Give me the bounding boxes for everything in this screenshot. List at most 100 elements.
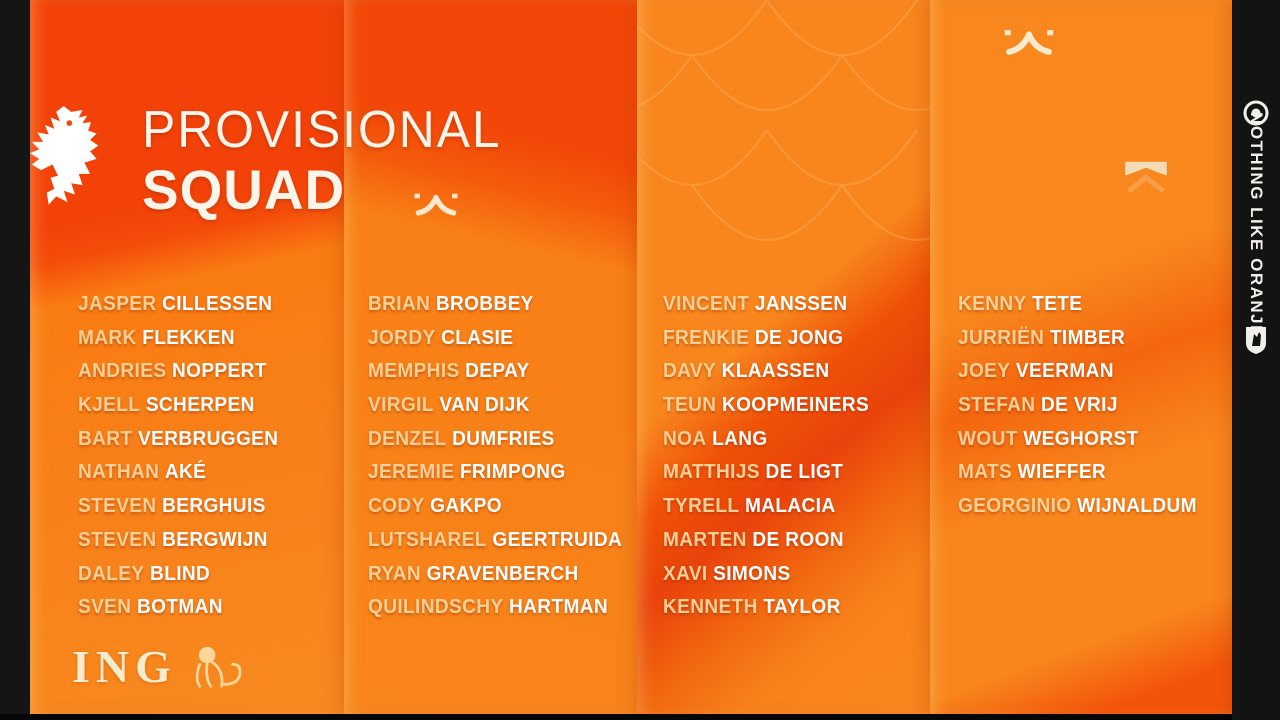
player-row: MATS WIEFFER (958, 455, 1197, 489)
knvb-lion-logo (29, 106, 99, 205)
crown-mark-icon (414, 193, 458, 216)
sponsor-name: ING (72, 641, 177, 692)
player-last-name: SCHERPEN (145, 393, 255, 417)
player-last-name: CILLESSEN (162, 292, 273, 315)
player-last-name: KLAASSEN (721, 359, 830, 383)
player-first-name: GEORGINIO (958, 494, 1072, 518)
player-last-name: DE JONG (754, 325, 844, 349)
player-row: DALEY BLIND (78, 557, 278, 591)
player-row: BRIAN BROBBEY (368, 287, 622, 321)
player-first-name: CODY (368, 494, 425, 518)
title-line-2: SQUAD (142, 158, 346, 221)
squad-column-1: JASPER CILLESSEN MARK FLEKKEN ANDRIES NOPPERT… (78, 287, 293, 624)
player-last-name: HARTMAN (509, 595, 608, 619)
target-icon (1243, 100, 1269, 126)
player-last-name: NOPPERT (171, 359, 267, 383)
player-first-name: RYAN (368, 561, 422, 585)
player-row: KJELL SCHERPEN (78, 388, 278, 422)
page-title: PROVISIONAL SQUAD (142, 104, 517, 218)
player-first-name: KJELL (78, 393, 141, 417)
player-first-name: DALEY (78, 561, 145, 585)
player-first-name: BART (78, 426, 133, 450)
player-row: DENZEL DUMFRIES (368, 422, 622, 456)
player-row: ANDRIES NOPPERT (78, 354, 278, 388)
player-first-name: QUILINDSCHY (368, 595, 504, 619)
player-row: MARK FLEKKEN (78, 321, 278, 355)
player-last-name: BROBBEY (435, 292, 534, 315)
player-last-name: FRIMPONG (459, 460, 566, 484)
player-last-name: DE VRIJ (1041, 393, 1118, 417)
player-first-name: STEVEN (78, 527, 157, 551)
player-last-name: LANG (712, 426, 768, 450)
player-row: STEVEN BERGWIJN (78, 523, 278, 557)
player-row: LUTSHAREL GEERTRUIDA (368, 523, 622, 557)
player-last-name: BLIND (150, 561, 211, 585)
player-last-name: CLASIE (441, 325, 514, 349)
left-letterbox-bar (0, 0, 30, 720)
player-last-name: SIMONS (713, 561, 791, 585)
player-row: STEFAN DE VRIJ (958, 388, 1197, 422)
player-last-name: BOTMAN (136, 595, 223, 619)
title-line-1: PROVISIONAL (142, 101, 502, 159)
player-first-name: MEMPHIS (368, 359, 460, 383)
player-first-name: KENNY (958, 292, 1027, 315)
player-first-name: MARK (78, 325, 137, 349)
player-first-name: SVEN (78, 595, 132, 619)
player-first-name: STEFAN (958, 393, 1036, 417)
squad-column-2: BRIAN BROBBEY JORDY CLASIE MEMPHIS DEPAY VIRGI… (368, 287, 641, 624)
player-row: NATHAN AKÉ (78, 455, 278, 489)
player-row: JURRIËN TIMBER (958, 321, 1197, 355)
player-row: SVEN BOTMAN (78, 590, 278, 624)
player-row: RYAN GRAVENBERCH (368, 557, 622, 591)
player-row: NOA LANG (663, 422, 869, 456)
knvb-crest-icon (1246, 327, 1266, 354)
player-last-name: GAKPO (430, 494, 502, 518)
player-row: STEVEN BERGHUIS (78, 489, 278, 523)
player-row: TYRELL MALACIA (663, 489, 869, 523)
player-row: VIRGIL VAN DIJK (368, 388, 622, 422)
player-row: KENNY TETE (958, 287, 1197, 321)
player-last-name: KOOPMEINERS (721, 393, 870, 417)
player-first-name: DAVY (663, 359, 717, 383)
player-last-name: VEERMAN (1015, 359, 1114, 383)
player-last-name: WEGHORST (1023, 426, 1139, 450)
player-row: QUILINDSCHY HARTMAN (368, 590, 622, 624)
player-row: FRENKIE DE JONG (663, 321, 869, 355)
player-first-name: WOUT (958, 426, 1018, 450)
player-first-name: JASPER (78, 292, 157, 315)
player-last-name: MALACIA (744, 494, 836, 518)
slogan-text: NOTHING LIKE ORANJE (1247, 112, 1266, 338)
player-first-name: JEREMIE (368, 460, 455, 484)
side-branding-strip: NOTHING LIKE ORANJE (1232, 0, 1280, 720)
player-last-name: WIEFFER (1017, 460, 1107, 484)
player-first-name: BRIAN (368, 292, 431, 315)
player-last-name: TAYLOR (763, 595, 841, 619)
sponsor-logo: ING (72, 640, 251, 693)
player-first-name: LUTSHAREL (368, 527, 487, 551)
bottom-letterbox-bar (0, 714, 1280, 720)
background-panel-3 (637, 0, 930, 714)
player-last-name: VAN DIJK (439, 393, 530, 417)
scallop-arcs-decoration (637, 0, 930, 241)
player-last-name: GRAVENBERCH (426, 561, 579, 585)
player-row: JEREMIE FRIMPONG (368, 455, 622, 489)
player-first-name: STEVEN (78, 494, 157, 518)
player-row: MATTHIJS DE LIGT (663, 455, 869, 489)
player-last-name: AKÉ (164, 460, 207, 484)
player-row: JASPER CILLESSEN (78, 287, 278, 321)
crown-mark-icon (1004, 30, 1054, 55)
player-first-name: JOEY (958, 359, 1011, 383)
player-row: DAVY KLAASSEN (663, 354, 869, 388)
player-row: BART VERBRUGGEN (78, 422, 278, 456)
flag-mark-icon (1125, 161, 1167, 194)
player-last-name: WIJNALDUM (1077, 494, 1197, 518)
player-last-name: FLEKKEN (142, 325, 235, 349)
player-last-name: BERGWIJN (162, 527, 268, 551)
player-last-name: VERBRUGGEN (138, 426, 279, 450)
player-row: VINCENT JANSSEN (663, 287, 869, 321)
player-row: TEUN KOOPMEINERS (663, 388, 869, 422)
player-row: CODY GAKPO (368, 489, 622, 523)
player-row: JORDY CLASIE (368, 321, 622, 355)
player-first-name: MARTEN (663, 527, 747, 551)
